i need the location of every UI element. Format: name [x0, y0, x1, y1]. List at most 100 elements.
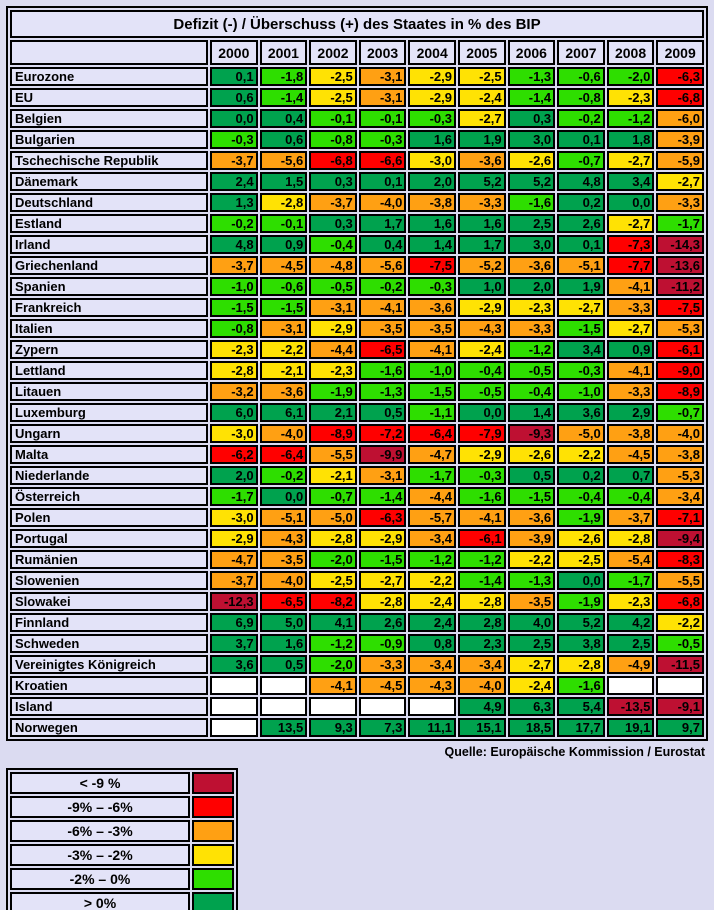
legend-row: -9% – -6% [10, 796, 234, 818]
value-cell: -0,3 [210, 130, 258, 149]
value-cell: -3,4 [457, 655, 506, 674]
value-cell: -2,8 [259, 193, 308, 212]
value-cell: -0,7 [656, 403, 704, 422]
table-row: Deutschland 1,3 -2,8 -3,7 -4,0 -3,8 -3,3 -1,6 0,… [10, 193, 704, 212]
country-cell: Niederlande [10, 466, 208, 485]
table-row: Eurozone 0,1 -1,8 -2,5 -3,1 -2,9 -2,5 -1,3 -0,6-… [10, 67, 704, 86]
value-cell: -1,4 [457, 571, 506, 590]
value-cell: 4,9 [457, 697, 506, 716]
corner-cell [10, 40, 208, 65]
value-cell: -4,8 [309, 256, 357, 275]
value-cell: 0,4 [358, 235, 407, 254]
value-cell: -7,7 [606, 256, 655, 275]
table-title: Defizit (-) / Überschuss (+) des Staates… [10, 10, 704, 38]
deficit-surplus-table: Defizit (-) / Überschuss (+) des Staates… [6, 6, 708, 741]
value-cell: 1,6 [259, 634, 308, 653]
table-row: Estland -0,2 -0,1 0,3 1,7 1,6 1,6 2,5 2,6 -2,7 -1,… [10, 214, 704, 233]
value-cell: -3,8 [408, 193, 456, 212]
value-cell: -6,8 [656, 592, 704, 611]
value-cell: 1,4 [408, 235, 456, 254]
value-cell: 3,7 [210, 634, 258, 653]
table-row: Italien -0,8 -3,1 -2,9 -3,5 -3,5 -4,3 -3,3 -1,5-… [10, 319, 704, 338]
value-cell: -2,8 [309, 529, 357, 548]
value-cell: -0,3 [408, 277, 456, 296]
table-row: Niederlande 2,0 -0,2 -2,1 -3,1 -1,7 -0,3 0,5 0,2… [10, 466, 704, 485]
value-cell: -3,1 [259, 319, 308, 338]
value-cell: -3,3 [606, 298, 655, 317]
value-cell: -3,3 [507, 319, 556, 338]
table-row: Lettland -2,8 -2,1 -2,3 -1,6 -1,0 -0,4 -0,5 -0,3… [10, 361, 704, 380]
legend-row: > 0% [10, 892, 234, 910]
value-cell [259, 697, 308, 716]
value-cell: 2,4 [210, 172, 258, 191]
table-row: Polen -3,0 -5,1 -5,0 -6,3 -5,7 -4,1 -3,6 -1,9 -3,… [10, 508, 704, 527]
year-header: 2003 [358, 40, 407, 65]
value-cell: -13,6 [656, 256, 704, 275]
value-cell: -2,5 [309, 571, 357, 590]
value-cell: 5,0 [259, 613, 308, 632]
value-cell: 9,7 [656, 718, 704, 737]
value-cell: -2,3 [210, 340, 258, 359]
value-cell: 0,0 [606, 193, 655, 212]
value-cell: 2,0 [210, 466, 258, 485]
table-row: Kroatien -4,1 -4,5 -4,3 -4,0 -2,4 -1,6 [10, 676, 704, 695]
value-cell: -3,1 [358, 67, 407, 86]
table-row: Finnland 6,9 5,0 4,1 2,6 2,4 2,8 4,0 5,2 4,2 -2,2 [10, 613, 704, 632]
table-row: Schweden 3,7 1,6 -1,2 -0,9 0,8 2,3 2,5 3,8 2,5 -0,… [10, 634, 704, 653]
value-cell: 0,8 [408, 634, 456, 653]
value-cell: -2,0 [606, 67, 655, 86]
value-cell: -4,1 [358, 298, 407, 317]
value-cell: 17,7 [557, 718, 605, 737]
value-cell: 18,5 [507, 718, 556, 737]
value-cell: 0,4 [259, 109, 308, 128]
color-legend: < -9 % -9% – -6% -6% – -3% -3% – -2% -2% – 0… [6, 768, 238, 910]
value-cell: -8,2 [309, 592, 357, 611]
value-cell: -2,8 [457, 592, 506, 611]
value-cell: 0,5 [259, 655, 308, 674]
value-cell: 0,5 [358, 403, 407, 422]
value-cell: -2,7 [507, 655, 556, 674]
value-cell: -3,5 [408, 319, 456, 338]
value-cell: 0,7 [606, 466, 655, 485]
value-cell: -3,1 [358, 88, 407, 107]
country-cell: Dänemark [10, 172, 208, 191]
value-cell: -1,4 [507, 88, 556, 107]
value-cell: -2,6 [557, 529, 605, 548]
value-cell: -3,4 [408, 529, 456, 548]
legend-row: < -9 % [10, 772, 234, 794]
value-cell: 0,0 [457, 403, 506, 422]
value-cell: -9,4 [656, 529, 704, 548]
table-row: Tschechische Republik -3,7 -5,6 -6,8 -6,6 -3,… [10, 151, 704, 170]
country-cell: Slowenien [10, 571, 208, 590]
value-cell: 3,6 [210, 655, 258, 674]
country-cell: Finnland [10, 613, 208, 632]
value-cell: 4,8 [210, 235, 258, 254]
value-cell [606, 676, 655, 695]
value-cell: -2,7 [656, 172, 704, 191]
table-row: Zypern -2,3 -2,2 -4,4 -6,5 -4,1 -2,4 -1,2 3,4 0,9… [10, 340, 704, 359]
value-cell: -2,7 [557, 298, 605, 317]
value-cell: -2,6 [507, 445, 556, 464]
value-cell: 1,6 [408, 130, 456, 149]
value-cell: 3,6 [557, 403, 605, 422]
table-row: Rumänien -4,7 -3,5 -2,0 -1,5 -1,2 -1,2 -2,2 -2,5… [10, 550, 704, 569]
value-cell: -1,6 [507, 193, 556, 212]
value-cell: -3,9 [507, 529, 556, 548]
value-cell: -4,0 [457, 676, 506, 695]
value-cell: -1,5 [557, 319, 605, 338]
value-cell: -4,1 [309, 676, 357, 695]
value-cell: 5,4 [557, 697, 605, 716]
value-cell: -5,5 [656, 571, 704, 590]
country-cell: Tschechische Republik [10, 151, 208, 170]
value-cell: -1,9 [557, 508, 605, 527]
value-cell: -5,1 [259, 508, 308, 527]
value-cell: -4,0 [259, 571, 308, 590]
value-cell: -0,1 [309, 109, 357, 128]
value-cell: -3,0 [210, 424, 258, 443]
value-cell: 1,5 [259, 172, 308, 191]
legend-color-swatch [192, 820, 234, 842]
value-cell: -6,4 [259, 445, 308, 464]
value-cell: -1,2 [457, 550, 506, 569]
value-cell: -6,2 [210, 445, 258, 464]
value-cell: -3,0 [210, 508, 258, 527]
